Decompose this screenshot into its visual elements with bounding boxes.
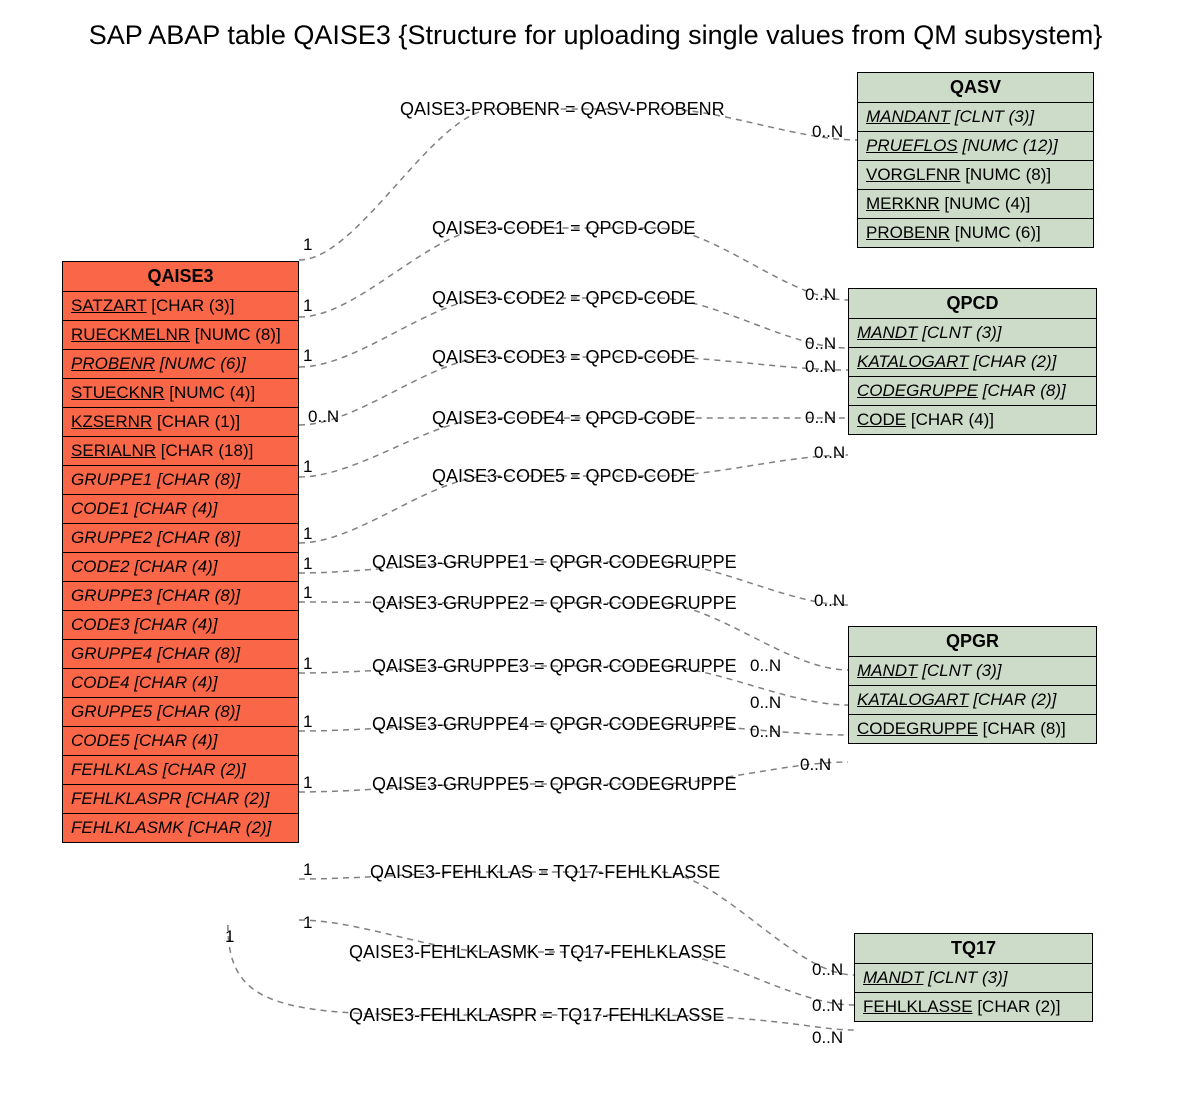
relation-label: QAISE3-FEHLKLASMK = TQ17-FEHLKLASSE <box>349 942 726 963</box>
entity-header: QPGR <box>849 627 1096 657</box>
field-row: MERKNR [NUMC (4)] <box>858 190 1093 219</box>
page-title: SAP ABAP table QAISE3 {Structure for upl… <box>0 20 1191 51</box>
entity-header: QASV <box>858 73 1093 103</box>
relation-label: QAISE3-GRUPPE4 = QPGR-CODEGRUPPE <box>372 714 737 735</box>
field-row: STUECKNR [NUMC (4)] <box>63 379 298 408</box>
entity-qaise3: QAISE3SATZART [CHAR (3)]RUECKMELNR [NUMC… <box>62 261 299 843</box>
cardinality-left: 1 <box>303 524 312 544</box>
cardinality-left: 1 <box>303 554 312 574</box>
entity-qasv: QASVMANDANT [CLNT (3)]PRUEFLOS [NUMC (12… <box>857 72 1094 248</box>
cardinality-left: 1 <box>303 296 312 316</box>
cardinality-left: 1 <box>303 346 312 366</box>
entity-qpgr: QPGRMANDT [CLNT (3)]KATALOGART [CHAR (2)… <box>848 626 1097 744</box>
entity-header: QPCD <box>849 289 1096 319</box>
entity-header: QAISE3 <box>63 262 298 292</box>
field-row: SATZART [CHAR (3)] <box>63 292 298 321</box>
field-row: CODE4 [CHAR (4)] <box>63 669 298 698</box>
entity-tq17: TQ17MANDT [CLNT (3)]FEHLKLASSE [CHAR (2)… <box>854 933 1093 1022</box>
cardinality-left: 1 <box>303 457 312 477</box>
cardinality-right: 0..N <box>812 996 843 1016</box>
field-row: CODE [CHAR (4)] <box>849 406 1096 434</box>
field-row: KATALOGART [CHAR (2)] <box>849 686 1096 715</box>
cardinality-right: 0..N <box>750 656 781 676</box>
field-row: KZSERNR [CHAR (1)] <box>63 408 298 437</box>
cardinality-right: 0..N <box>805 357 836 377</box>
relation-label: QAISE3-GRUPPE1 = QPGR-CODEGRUPPE <box>372 552 737 573</box>
cardinality-right: 0..N <box>812 960 843 980</box>
cardinality-left: 1 <box>303 860 312 880</box>
relation-label: QAISE3-GRUPPE2 = QPGR-CODEGRUPPE <box>372 593 737 614</box>
entity-header: TQ17 <box>855 934 1092 964</box>
field-row: CODEGRUPPE [CHAR (8)] <box>849 377 1096 406</box>
cardinality-right: 0..N <box>812 1028 843 1048</box>
field-row: PROBENR [NUMC (6)] <box>63 350 298 379</box>
cardinality-right: 0..N <box>805 408 836 428</box>
field-row: SERIALNR [CHAR (18)] <box>63 437 298 466</box>
entity-qpcd: QPCDMANDT [CLNT (3)]KATALOGART [CHAR (2)… <box>848 288 1097 435</box>
relation-label: QAISE3-CODE5 = QPCD-CODE <box>432 466 696 487</box>
cardinality-left: 1 <box>303 712 312 732</box>
cardinality-left: 1 <box>303 773 312 793</box>
field-row: MANDANT [CLNT (3)] <box>858 103 1093 132</box>
cardinality-right: 0..N <box>812 122 843 142</box>
relation-label: QAISE3-GRUPPE3 = QPGR-CODEGRUPPE <box>372 656 737 677</box>
field-row: PROBENR [NUMC (6)] <box>858 219 1093 247</box>
cardinality-right: 0..N <box>814 591 845 611</box>
relation-label: QAISE3-CODE4 = QPCD-CODE <box>432 408 696 429</box>
cardinality-left: 1 <box>303 583 312 603</box>
cardinality-right: 0..N <box>805 285 836 305</box>
field-row: CODE1 [CHAR (4)] <box>63 495 298 524</box>
field-row: FEHLKLAS [CHAR (2)] <box>63 756 298 785</box>
field-row: GRUPPE1 [CHAR (8)] <box>63 466 298 495</box>
field-row: CODE5 [CHAR (4)] <box>63 727 298 756</box>
cardinality-left: 1 <box>303 913 312 933</box>
cardinality-right: 0..N <box>750 722 781 742</box>
field-row: KATALOGART [CHAR (2)] <box>849 348 1096 377</box>
cardinality-right: 0..N <box>805 334 836 354</box>
field-row: VORGLFNR [NUMC (8)] <box>858 161 1093 190</box>
cardinality-right: 0..N <box>750 693 781 713</box>
field-row: FEHLKLASPR [CHAR (2)] <box>63 785 298 814</box>
field-row: MANDT [CLNT (3)] <box>849 319 1096 348</box>
field-row: CODEGRUPPE [CHAR (8)] <box>849 715 1096 743</box>
relation-label: QAISE3-GRUPPE5 = QPGR-CODEGRUPPE <box>372 774 737 795</box>
field-row: CODE3 [CHAR (4)] <box>63 611 298 640</box>
cardinality-left: 1 <box>303 654 312 674</box>
field-row: GRUPPE5 [CHAR (8)] <box>63 698 298 727</box>
cardinality-left: 1 <box>225 927 234 947</box>
field-row: FEHLKLASMK [CHAR (2)] <box>63 814 298 842</box>
field-row: MANDT [CLNT (3)] <box>849 657 1096 686</box>
relation-label: QAISE3-FEHLKLAS = TQ17-FEHLKLASSE <box>370 862 720 883</box>
cardinality-right: 0..N <box>814 443 845 463</box>
field-row: MANDT [CLNT (3)] <box>855 964 1092 993</box>
cardinality-left: 1 <box>303 235 312 255</box>
field-row: GRUPPE3 [CHAR (8)] <box>63 582 298 611</box>
cardinality-right: 0..N <box>800 755 831 775</box>
relation-label: QAISE3-CODE1 = QPCD-CODE <box>432 218 696 239</box>
relation-label: QAISE3-CODE3 = QPCD-CODE <box>432 347 696 368</box>
field-row: GRUPPE4 [CHAR (8)] <box>63 640 298 669</box>
relation-label: QAISE3-PROBENR = QASV-PROBENR <box>400 99 725 120</box>
relation-label: QAISE3-CODE2 = QPCD-CODE <box>432 288 696 309</box>
field-row: PRUEFLOS [NUMC (12)] <box>858 132 1093 161</box>
field-row: CODE2 [CHAR (4)] <box>63 553 298 582</box>
relation-label: QAISE3-FEHLKLASPR = TQ17-FEHLKLASSE <box>349 1005 724 1026</box>
field-row: RUECKMELNR [NUMC (8)] <box>63 321 298 350</box>
cardinality-left: 0..N <box>308 407 339 427</box>
field-row: GRUPPE2 [CHAR (8)] <box>63 524 298 553</box>
field-row: FEHLKLASSE [CHAR (2)] <box>855 993 1092 1021</box>
